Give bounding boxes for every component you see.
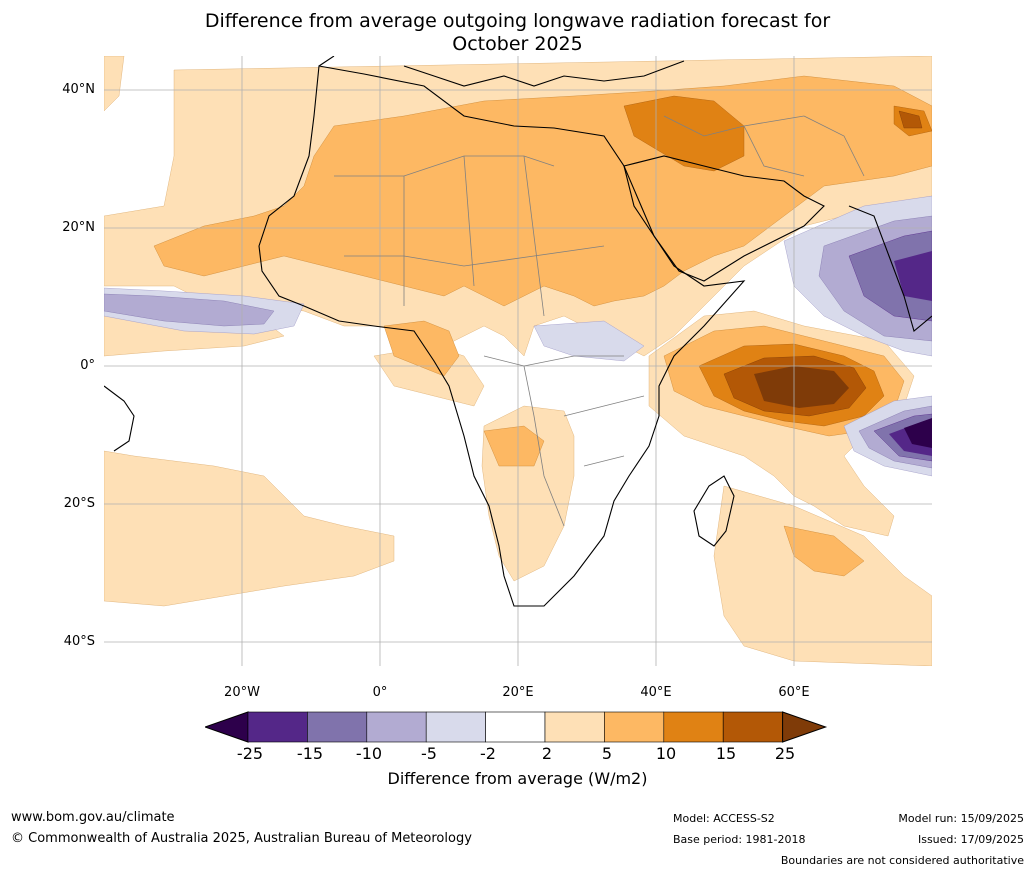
colorbar-swatch: [663, 711, 724, 743]
lat-label-40s: 40°S: [63, 634, 95, 649]
footer-copyright: © Commonwealth of Australia 2025, Austra…: [11, 831, 472, 846]
colorbar-swatch: [425, 711, 486, 743]
colorbar-tick: -15: [296, 744, 324, 763]
colorbar-extend-high: [782, 711, 828, 743]
title-line-2: October 2025: [452, 33, 583, 55]
footer-model-run: Model run: 15/09/2025: [898, 812, 1024, 825]
lon-label-60e: 60°E: [778, 685, 810, 700]
lat-label-20s: 20°S: [63, 496, 95, 511]
colorbar-tick: 10: [655, 744, 677, 763]
colorbar-tick: 25: [774, 744, 796, 763]
lon-label-20w: 20°W: [224, 685, 260, 700]
colorbar-swatch: [722, 711, 783, 743]
olr-anomaly-map: [104, 56, 932, 666]
lat-label-equator: 0°: [80, 358, 95, 373]
lat-label-20n: 20°N: [62, 220, 95, 235]
colorbar-tick: 5: [601, 744, 613, 763]
colorbar-tick: -10: [355, 744, 383, 763]
country-borders: [334, 115, 865, 527]
title-line-1: Difference from average outgoing longwav…: [204, 10, 831, 32]
lon-label-0: 0°: [372, 685, 388, 700]
colorbar-swatch: [247, 711, 308, 743]
footer-base-period: Base period: 1981-2018: [673, 833, 806, 846]
colorbar-swatch: [485, 711, 546, 743]
colorbar-extend-low: [205, 711, 249, 743]
colorbar-tick: -5: [421, 744, 437, 763]
footer-url: www.bom.gov.au/climate: [11, 810, 175, 825]
colorbar-swatch: [604, 711, 665, 743]
colorbar-tick: 2: [541, 744, 553, 763]
anomaly-above-25-region: [754, 366, 849, 408]
lon-label-20e: 20°E: [502, 685, 534, 700]
colorbar-tick: -25: [236, 744, 264, 763]
colorbar: [205, 711, 828, 743]
map-title: Difference from average outgoing longwav…: [0, 10, 1035, 56]
colorbar-swatch: [366, 711, 427, 743]
footer-disclaimer: Boundaries are not considered authoritat…: [780, 854, 1024, 867]
footer-model: Model: ACCESS-S2: [673, 812, 775, 825]
lat-label-40n: 40°N: [62, 82, 95, 97]
colorbar-swatch: [307, 711, 368, 743]
colorbar-swatch: [544, 711, 605, 743]
colorbar-label: Difference from average (W/m2): [387, 769, 648, 788]
footer-issued: Issued: 17/09/2025: [917, 833, 1024, 846]
lon-label-40e: 40°E: [640, 685, 672, 700]
colorbar-tick: 15: [715, 744, 737, 763]
anomaly-below-minus25-region: [904, 418, 932, 448]
map-gridlines: [104, 56, 932, 666]
coastlines: [104, 56, 932, 607]
colorbar-tick: -2: [480, 744, 496, 763]
